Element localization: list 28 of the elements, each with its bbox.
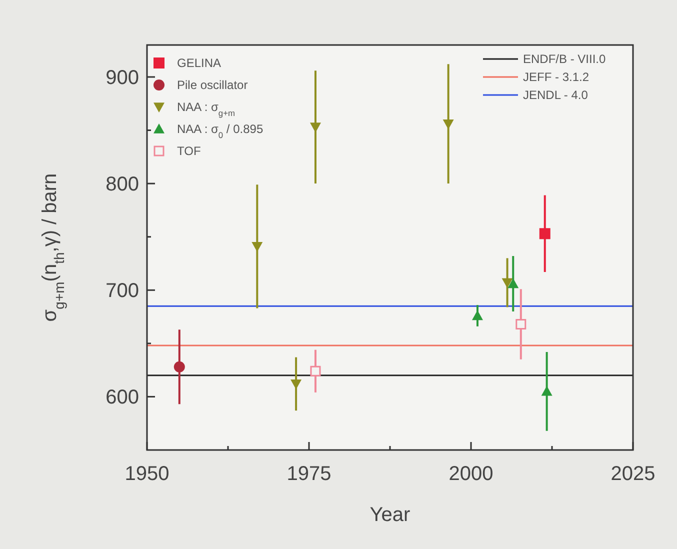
point <box>502 278 513 288</box>
legend-label: TOF <box>177 144 201 158</box>
point <box>472 310 483 320</box>
point <box>508 278 519 288</box>
legend-label: JENDL - 4.0 <box>523 88 588 102</box>
point <box>442 119 454 130</box>
legend-label: NAA : σ$_{0}$ / 0.895 <box>177 122 264 140</box>
legend-label: Pile oscillator <box>177 78 248 92</box>
point <box>541 386 552 396</box>
point <box>539 228 550 240</box>
y-tick-label: 800 <box>106 174 139 196</box>
x-tick-label: 1950 <box>124 463 170 485</box>
legend-label: ENDF/B - VIII.0 <box>523 52 606 66</box>
legend-label: GELINA <box>177 56 222 70</box>
legend-label: JEFF - 3.1.2 <box>523 70 590 84</box>
x-tick-label: 1975 <box>286 463 332 485</box>
x-axis-title: Year <box>370 504 411 526</box>
y-tick-label: 900 <box>106 66 139 89</box>
point <box>310 366 321 376</box>
point <box>174 361 185 372</box>
point <box>252 242 263 252</box>
legend-label: NAA : σ$_{g+m}$ <box>177 100 235 118</box>
x-tick-label: 2000 <box>448 463 494 485</box>
y-tick-label: 600 <box>106 386 139 409</box>
x-tick-label: 2025 <box>610 463 656 485</box>
point <box>290 380 302 390</box>
y-tick-label: 700 <box>106 280 139 302</box>
point <box>516 318 526 330</box>
